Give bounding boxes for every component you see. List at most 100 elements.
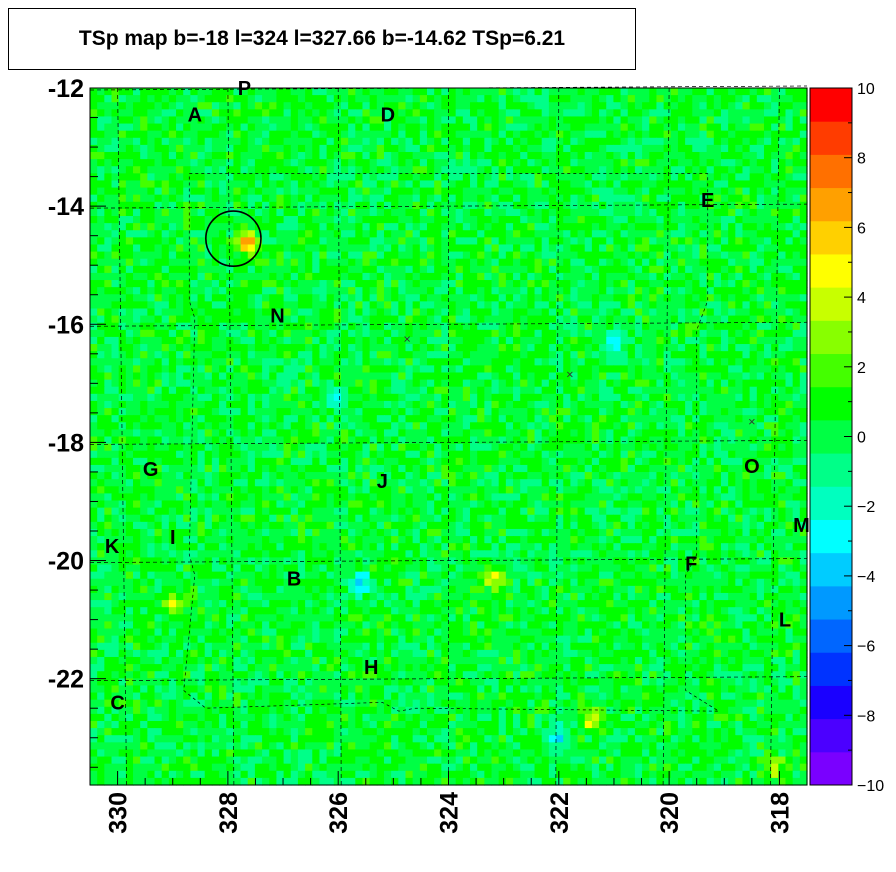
heatmap-cell	[369, 194, 378, 203]
heatmap-cell	[391, 272, 399, 281]
heatmap-cell	[434, 201, 442, 210]
heatmap-cell	[355, 408, 364, 416]
heatmap-cell	[154, 159, 163, 167]
heatmap-cell	[742, 408, 751, 416]
heatmap-cell	[491, 329, 500, 338]
heatmap-cell	[505, 102, 514, 110]
heatmap-cell	[649, 329, 658, 338]
heatmap-cell	[670, 152, 679, 160]
heatmap-cell	[778, 415, 787, 423]
heatmap-cell	[362, 400, 371, 409]
heatmap-cell	[204, 393, 213, 402]
heatmap-cell	[634, 294, 643, 302]
heatmap-cell	[792, 308, 801, 317]
heatmap-cell	[799, 351, 808, 359]
heatmap-cell	[577, 230, 586, 238]
heatmap-cell	[104, 265, 113, 274]
heatmap-cell	[247, 130, 256, 139]
heatmap-cell	[584, 415, 593, 423]
heatmap-cell	[262, 187, 270, 196]
heatmap-cell	[118, 315, 127, 324]
heatmap-cell	[742, 208, 751, 217]
heatmap-cell	[713, 265, 722, 274]
heatmap-cell	[383, 393, 392, 402]
heatmap-cell	[297, 294, 306, 302]
heatmap-cell	[627, 280, 636, 288]
heatmap-cell	[118, 265, 127, 274]
heatmap-cell	[677, 159, 686, 167]
heatmap-cell	[219, 230, 227, 238]
heatmap-cell	[556, 123, 564, 132]
heatmap-cell	[204, 415, 213, 423]
heatmap-cell	[541, 102, 550, 110]
heatmap-cell	[498, 95, 507, 103]
heatmap-cell	[455, 230, 464, 238]
heatmap-cell	[219, 88, 227, 96]
heatmap-cell	[699, 201, 708, 210]
heatmap-cell	[749, 230, 758, 238]
heatmap-cell	[670, 308, 679, 317]
heatmap-cell	[613, 244, 622, 253]
heatmap-cell	[111, 251, 120, 260]
heatmap-cell	[692, 315, 701, 324]
heatmap-cell	[391, 95, 399, 103]
heatmap-cell	[685, 223, 693, 231]
heatmap-cell	[118, 251, 127, 260]
heatmap-cell	[670, 294, 679, 302]
heatmap-cell	[491, 216, 500, 224]
heatmap-cell	[663, 400, 672, 409]
heatmap-cell	[677, 280, 686, 288]
heatmap-cell	[591, 400, 600, 409]
heatmap-cell	[591, 386, 600, 395]
heatmap-cell	[283, 379, 292, 388]
heatmap-cell	[283, 130, 292, 139]
heatmap-cell	[297, 372, 306, 381]
heatmap-cell	[283, 429, 292, 438]
heatmap-cell	[771, 102, 779, 110]
heatmap-cell	[133, 272, 141, 281]
heatmap-cell	[570, 95, 579, 103]
heatmap-cell	[720, 408, 729, 416]
heatmap-cell	[742, 351, 751, 359]
heatmap-cell	[326, 379, 335, 388]
heatmap-cell	[441, 152, 450, 160]
heatmap-cell	[484, 400, 493, 409]
heatmap-cell	[283, 230, 292, 238]
heatmap-cell	[154, 244, 163, 253]
heatmap-cell	[111, 393, 120, 402]
heatmap-cell	[505, 265, 514, 274]
heatmap-cell	[677, 400, 686, 409]
heatmap-cell	[477, 322, 485, 331]
heatmap-cell	[484, 272, 493, 281]
heatmap-cell	[376, 137, 385, 146]
heatmap-cell	[706, 251, 715, 260]
heatmap-cell	[728, 386, 736, 395]
heatmap-cell	[233, 272, 242, 281]
heatmap-cell	[699, 251, 708, 260]
heatmap-cell	[326, 95, 335, 103]
heatmap-cell	[448, 280, 457, 288]
heatmap-cell	[340, 144, 349, 153]
heatmap-cell	[642, 386, 650, 395]
heatmap-cell	[792, 180, 801, 189]
heatmap-cell	[699, 159, 708, 167]
heatmap-cell	[634, 422, 643, 430]
heatmap-cell	[362, 109, 371, 118]
heatmap-cell	[527, 237, 536, 246]
heatmap-cell	[541, 265, 550, 274]
heatmap-cell	[548, 116, 557, 125]
heatmap-cell	[240, 187, 249, 196]
heatmap-cell	[785, 258, 794, 267]
heatmap-cell	[412, 173, 421, 182]
heatmap-cell	[140, 308, 148, 317]
heatmap-cell	[262, 194, 270, 203]
heatmap-cell	[627, 372, 636, 381]
heatmap-cell	[627, 379, 636, 388]
heatmap-cell	[498, 244, 507, 253]
heatmap-cell	[355, 358, 364, 366]
heatmap-cell	[477, 180, 485, 189]
heatmap-cell	[541, 208, 550, 217]
heatmap-cell	[627, 152, 636, 160]
heatmap-cell	[398, 265, 407, 274]
heatmap-cell	[140, 386, 148, 395]
